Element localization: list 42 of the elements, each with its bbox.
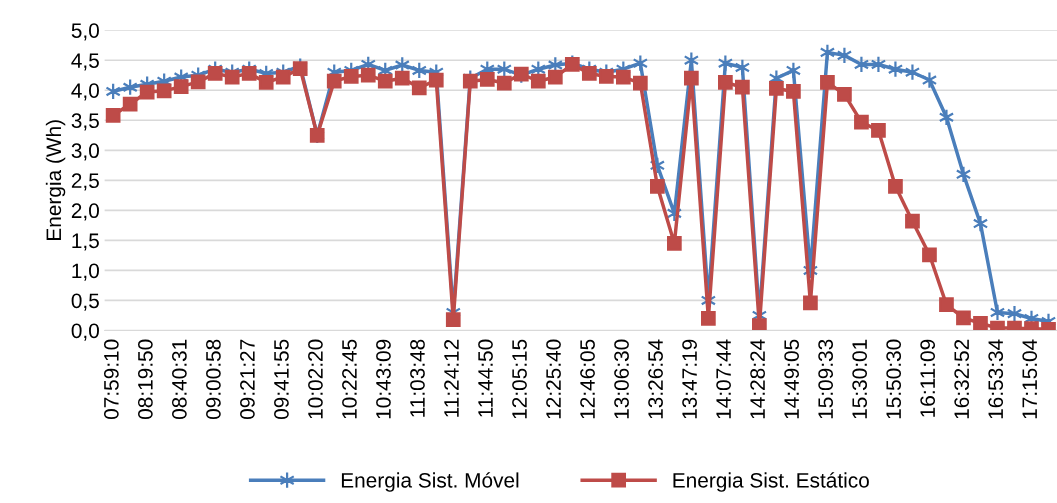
x-tick-label: 15:30:01: [852, 339, 868, 419]
x-tick-label: 15:09:33: [818, 339, 834, 419]
y-tick-label: 5,0: [71, 23, 99, 41]
legend-label: Energia Sist. Móvel: [341, 472, 519, 492]
y-tick-label: 2,5: [71, 173, 99, 191]
x-tick-label: 14:49:05: [784, 339, 799, 419]
x-tick-label: 11:44:50: [478, 339, 493, 417]
x-tick-label: 09:21:27: [240, 339, 255, 420]
y-axis-title: Energia (Wh): [45, 120, 66, 240]
x-tick-label: 11:24:12: [444, 339, 459, 417]
x-tick-label: 13:06:30: [614, 339, 629, 419]
x-tick-label: 12:05:15: [512, 339, 527, 419]
y-tick-label: 4,5: [71, 53, 99, 71]
x-tick-label: 10:22:45: [342, 339, 357, 419]
x-tick-label: 12:46:05: [580, 339, 595, 419]
x-tick-label: 11:03:48: [410, 339, 425, 417]
x-tick-label: 14:07:44: [716, 339, 731, 419]
y-tick-label: 0,0: [71, 323, 99, 341]
x-tick-label: 13:26:54: [648, 339, 663, 419]
x-tick-label: 10:43:09: [376, 339, 391, 419]
y-tick-label: 3,0: [71, 143, 99, 161]
x-tick-label: 16:53:34: [988, 339, 1004, 419]
y-tick-label: 3,5: [71, 113, 99, 131]
legend-label: Energia Sist. Estático: [673, 472, 869, 492]
x-tick-label: 15:50:30: [886, 339, 902, 419]
y-tick-label: 1,5: [72, 233, 99, 251]
x-tick-label: 12:25:40: [546, 339, 561, 419]
y-tick-label: 0,5: [71, 293, 99, 311]
x-tick-label: 13:47:19: [682, 339, 697, 419]
x-tick-label: 09:41:55: [274, 339, 289, 420]
x-tick-label: 17:15:04: [1022, 339, 1038, 419]
x-tick-label: 16:11:09: [920, 339, 936, 417]
x-tick-label: 08:40:31: [172, 339, 187, 420]
x-tick-label: 16:32:52: [954, 339, 970, 419]
x-tick-label: 07:59:10: [103, 339, 119, 420]
x-tick-label: 14:28:24: [750, 339, 765, 419]
y-tick-label: 4,0: [71, 83, 99, 101]
x-tick-label: 08:19:50: [138, 339, 153, 420]
x-tick-label: 10:02:20: [308, 339, 323, 419]
y-tick-label: 2,0: [71, 203, 99, 221]
y-tick-label: 1,0: [72, 263, 99, 281]
x-tick-label: 09:00:58: [206, 339, 221, 420]
